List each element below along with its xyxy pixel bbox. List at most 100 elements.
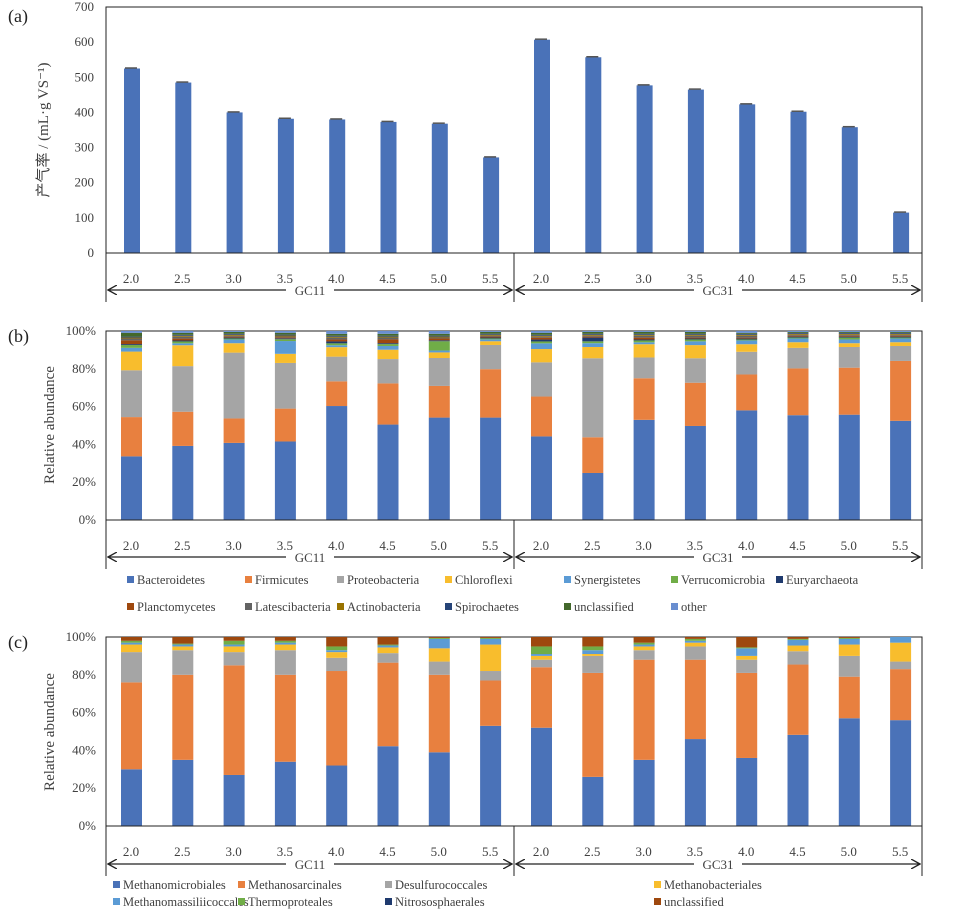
c-bar-segment-methanomicrobiales	[838, 718, 860, 826]
b-bar-segment-euryarchaeota	[326, 341, 348, 344]
b-bar-segment-euryarchaeota	[684, 338, 706, 340]
b-bar-segment-bacteroidetes	[172, 445, 194, 520]
c-bar-segment-desulfurococcales	[684, 646, 706, 660]
b-bar-segment-unclassified	[890, 331, 912, 333]
c-bar-segment-desulfurococcales	[223, 652, 245, 666]
b-x-tick-label: 3.5	[687, 538, 703, 553]
c-bar-segment-unclassified	[223, 637, 245, 641]
b-bar-segment-firmicutes	[223, 418, 245, 443]
c-legend-swatch	[654, 881, 661, 888]
b-bar-segment-synergistetes	[326, 345, 348, 348]
b-bar-segment-other	[274, 331, 296, 333]
b-bar-segment-actinobacteria	[890, 333, 912, 335]
c-x-tick-label: 4.0	[328, 844, 344, 859]
c-bar-segment-methanomicrobiales	[684, 739, 706, 826]
a-bar	[893, 212, 910, 253]
c-x-tick-label: 4.5	[789, 844, 805, 859]
b-bar-segment-bacteroidetes	[890, 420, 912, 520]
b-x-tick-label: 3.0	[635, 538, 651, 553]
a-x-tick-label: 5.5	[892, 271, 908, 286]
panel-label-c: (c)	[8, 632, 28, 653]
a-bar	[124, 68, 140, 253]
c-group-label-gc31: GC31	[702, 857, 733, 872]
b-bar-segment-latescibacteria	[838, 334, 860, 336]
b-legend-swatch	[564, 603, 571, 610]
c-bar-segment-methanomassiliicoccales	[736, 648, 758, 656]
b-legend-swatch	[445, 576, 452, 583]
b-bar-segment-firmicutes	[377, 383, 399, 425]
b-bar-segment-bacteroidetes	[480, 417, 502, 520]
b-bar-segment-unclassified	[172, 332, 194, 335]
b-bar-segment-synergistetes	[531, 343, 552, 350]
c-bar-segment-methanobacteriales	[582, 654, 604, 656]
b-bar-segment-chloroflexi	[223, 343, 245, 353]
b-bar-segment-bacteroidetes	[582, 472, 604, 520]
a-y-tick-label: 0	[88, 245, 95, 260]
b-bar-segment-euryarchaeota	[787, 336, 809, 338]
b-bar-segment-firmicutes	[684, 382, 706, 426]
b-legend-label: Bacteroidetes	[137, 573, 205, 587]
c-bar-segment-thermoproteales	[274, 640, 296, 643]
b-legend-swatch	[337, 603, 344, 610]
b-bar-segment-bacteroidetes	[377, 424, 399, 520]
b-bar-segment-spirochaetes	[172, 334, 194, 336]
b-bar-segment-unclassified	[428, 333, 450, 336]
b-bar-segment-verrucomicrobia	[223, 338, 245, 340]
b-y-tick-label: 100%	[66, 323, 97, 338]
c-bar-segment-methanomassiliicoccales	[838, 638, 860, 645]
b-bar-segment-chloroflexi	[480, 341, 502, 345]
a-y-tick-label: 200	[75, 175, 95, 190]
c-bar-segment-methanosarcinales	[838, 676, 860, 719]
b-bar-segment-other	[428, 331, 450, 334]
c-legend-label: Methanomicrobiales	[123, 878, 226, 892]
b-bar-segment-proteobacteria	[326, 356, 348, 382]
b-legend-label: Firmicutes	[255, 573, 309, 587]
a-x-tick-label: 2.0	[123, 271, 139, 286]
b-x-tick-label: 4.0	[328, 538, 344, 553]
b-bar-segment-verrucomicrobia	[121, 345, 142, 348]
b-legend-label: Proteobacteria	[347, 573, 420, 587]
b-bar-segment-latescibacteria	[582, 335, 604, 337]
b-bar-segment-actinobacteria	[736, 334, 758, 336]
b-bar-segment-proteobacteria	[223, 352, 245, 419]
b-bar-segment-other	[326, 331, 348, 334]
b-legend-swatch	[127, 603, 134, 610]
b-bar-segment-actinobacteria	[326, 336, 348, 338]
a-x-tick-label: 5.5	[482, 271, 498, 286]
b-bar-segment-spirochaetes	[428, 335, 450, 337]
b-bar-segment-actinobacteria	[223, 334, 245, 336]
b-bar-segment-spirochaetes	[274, 334, 296, 336]
c-legend-swatch	[654, 898, 661, 905]
b-bar-segment-actinobacteria	[582, 334, 604, 336]
b-bar-segment-unclassified	[326, 333, 348, 336]
c-bar-segment-methanomassiliicoccales	[121, 642, 142, 645]
c-bar-segment-methanosarcinales	[121, 682, 142, 770]
a-y-tick-label: 100	[75, 210, 95, 225]
a-x-tick-label: 4.0	[328, 271, 344, 286]
b-bar-segment-other	[480, 331, 502, 332]
b-bar-segment-actinobacteria	[838, 333, 860, 335]
b-bar-segment-proteobacteria	[377, 359, 399, 384]
c-legend-label: Desulfurococcales	[395, 878, 487, 892]
c-bar-segment-methanobacteriales	[787, 645, 809, 652]
b-bar-segment-spirochaetes	[582, 333, 604, 335]
c-bar-segment-thermoproteales	[736, 647, 758, 649]
b-bar-segment-spirochaetes	[890, 332, 912, 334]
b-bar-segment-verrucomicrobia	[736, 339, 758, 341]
c-bar-segment-thermoproteales	[838, 637, 860, 639]
b-legend-swatch	[445, 603, 452, 610]
c-legend-label: Thermoproteales	[248, 895, 333, 909]
b-bar-segment-planctomycetes	[480, 336, 502, 338]
c-legend-swatch	[238, 898, 245, 905]
b-bar-segment-other	[633, 331, 655, 332]
b-bar-segment-other	[582, 331, 604, 332]
b-bar-segment-firmicutes	[172, 411, 194, 446]
c-bar-segment-methanomicrobiales	[121, 769, 142, 826]
b-x-tick-label: 2.0	[123, 538, 139, 553]
b-bar-segment-firmicutes	[890, 360, 912, 421]
b-x-tick-label: 5.5	[892, 538, 908, 553]
b-bar-segment-synergistetes	[684, 341, 706, 346]
a-y-tick-label: 500	[75, 69, 95, 84]
c-bar-segment-unclassified	[377, 637, 399, 645]
c-bar-segment-methanobacteriales	[377, 647, 399, 654]
